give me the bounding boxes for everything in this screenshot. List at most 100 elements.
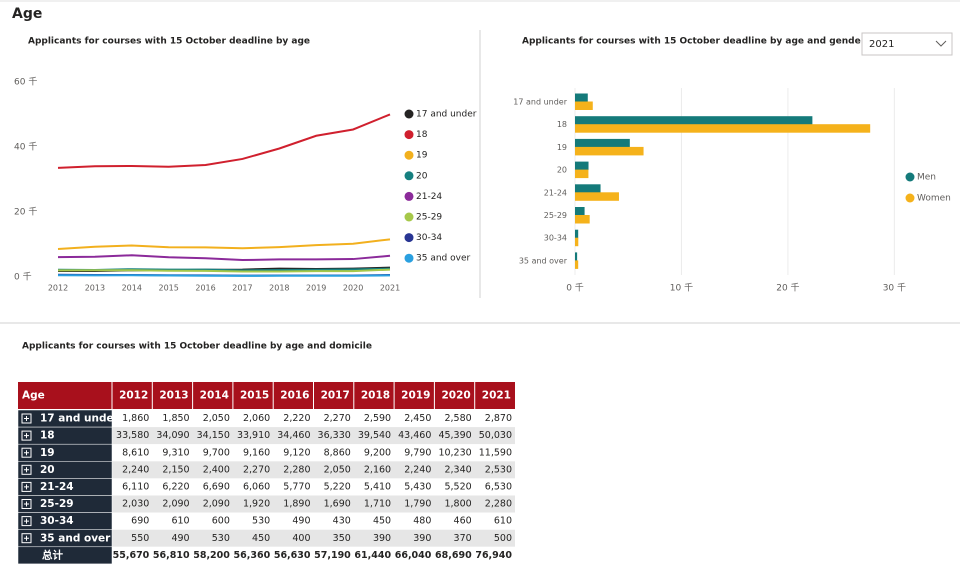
y-tick-label: 40 千 xyxy=(14,142,37,153)
x-tick-label: 2019 xyxy=(306,284,326,293)
table-cell: 610 xyxy=(494,516,512,527)
x-tick-label: 2021 xyxy=(380,284,400,293)
total-cell: 57,190 xyxy=(314,550,351,561)
legend-marker xyxy=(404,233,414,243)
table-cell: 2,280 xyxy=(283,464,310,475)
table-cell: 10,230 xyxy=(438,447,471,458)
row-bg xyxy=(112,461,515,479)
column-header: 2015 xyxy=(240,390,269,402)
table-cell: 2,030 xyxy=(122,499,149,510)
bar xyxy=(575,192,619,201)
expand-icon xyxy=(21,464,32,475)
table-cell: 9,790 xyxy=(404,447,431,458)
x-tick-label: 2014 xyxy=(122,284,142,293)
legend-label: 18 xyxy=(416,130,428,140)
table-cell: 1,710 xyxy=(364,499,391,510)
table-cell: 6,060 xyxy=(243,481,270,492)
table-cell: 9,200 xyxy=(364,447,391,458)
expand-icon xyxy=(24,518,29,524)
legend-label: 25-29 xyxy=(416,213,442,223)
table-cell: 5,410 xyxy=(364,481,391,492)
table-cell: 9,120 xyxy=(283,447,310,458)
table-cell: 500 xyxy=(494,533,512,544)
table-cell: 9,160 xyxy=(243,447,270,458)
legend-marker xyxy=(404,171,414,181)
dropdown-value[interactable]: 2021 xyxy=(869,39,894,50)
bar xyxy=(575,169,589,179)
column-header: 2020 xyxy=(441,390,470,402)
table-cell: 39,540 xyxy=(358,430,391,441)
y-tick-label: 25-29 xyxy=(544,211,567,220)
table-cell: 480 xyxy=(413,516,431,527)
table-cell: 2,090 xyxy=(203,499,230,510)
expand-icon xyxy=(24,484,29,490)
chart-title: Applicants for courses with 15 October d… xyxy=(28,37,310,47)
x-tick-label: 2020 xyxy=(343,284,363,293)
table-cell: 2,270 xyxy=(243,464,270,475)
bar xyxy=(575,237,579,247)
table-cell: 450 xyxy=(373,516,391,527)
chart-title: Applicants for courses with 15 October d… xyxy=(522,37,866,47)
table-cell: 2,240 xyxy=(404,464,431,475)
table-cell: 45,390 xyxy=(438,430,471,441)
table-cell: 34,090 xyxy=(156,430,189,441)
table-cell: 2,050 xyxy=(324,464,351,475)
table-cell: 2,160 xyxy=(364,464,391,475)
expand-icon xyxy=(24,467,29,473)
bar xyxy=(575,184,601,193)
legend-label: 21-24 xyxy=(416,192,442,202)
table-cell: 36,330 xyxy=(318,430,351,441)
x-tick-label: 2016 xyxy=(195,284,215,293)
legend-label: 30-34 xyxy=(416,233,442,243)
y-tick-label: 35 and over xyxy=(519,256,568,265)
table-cell: 490 xyxy=(171,533,189,544)
table-cell: 2,220 xyxy=(283,413,310,424)
row-label: 25-29 xyxy=(40,498,74,510)
row-bg xyxy=(112,410,515,428)
total-cell: 55,670 xyxy=(113,550,150,561)
total-cell: 58,200 xyxy=(193,550,230,561)
expand-icon xyxy=(24,535,29,541)
expand-icon xyxy=(21,533,32,544)
expand-icon xyxy=(21,481,32,492)
bar xyxy=(575,161,589,171)
row-label-bg xyxy=(17,546,113,565)
bar xyxy=(575,260,579,269)
row-label-bg xyxy=(17,426,113,445)
row-label: 21-24 xyxy=(40,481,74,493)
table-title: Applicants for courses with 15 October d… xyxy=(22,342,372,352)
table-cell: 690 xyxy=(131,516,149,527)
bar xyxy=(575,207,585,216)
total-cell: 61,440 xyxy=(354,550,391,561)
legend-marker xyxy=(404,212,414,222)
total-cell: 56,360 xyxy=(234,550,271,561)
year-dropdown[interactable]: 2021 xyxy=(861,32,953,56)
table-cell: 11,590 xyxy=(479,447,512,458)
y-tick-label: 20 千 xyxy=(14,207,37,218)
column-header: 2019 xyxy=(401,390,430,402)
column-header: 2017 xyxy=(321,390,350,402)
table-cell: 2,340 xyxy=(444,464,471,475)
table-cell: 9,310 xyxy=(162,447,189,458)
row-bg xyxy=(112,546,515,564)
table-cell: 5,430 xyxy=(404,481,431,492)
row-label: 总计 xyxy=(42,548,63,561)
table-cell: 600 xyxy=(212,516,230,527)
y-tick-label: 18 xyxy=(557,120,567,129)
y-tick-label: 60 千 xyxy=(14,77,37,88)
expand-icon xyxy=(21,447,32,458)
table-cell: 390 xyxy=(373,533,391,544)
dropdown-box[interactable] xyxy=(861,32,953,56)
table-cell: 34,150 xyxy=(197,430,230,441)
dropdown-arrow[interactable] xyxy=(935,40,947,47)
series-line xyxy=(57,254,391,262)
table-cell: 2,870 xyxy=(485,413,512,424)
table-cell: 1,860 xyxy=(122,413,149,424)
table-cell: 460 xyxy=(454,516,472,527)
row-label: 19 xyxy=(40,447,55,459)
row-bg xyxy=(112,512,515,530)
expand-icon xyxy=(21,516,32,527)
x-tick-label: 2015 xyxy=(158,284,178,293)
table-cell: 43,460 xyxy=(398,430,431,441)
